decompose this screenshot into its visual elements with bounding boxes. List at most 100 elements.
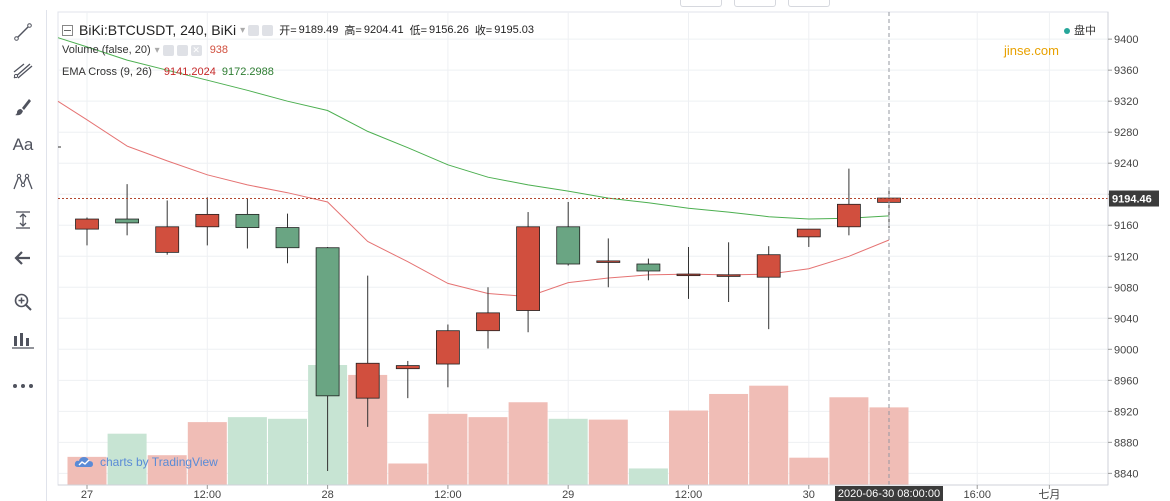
volume-legend: Volume (false, 20) ▾ ✕ 938 [62, 44, 228, 56]
bar-chart-tool[interactable] [0, 322, 46, 358]
candle-body [275, 227, 300, 249]
candle-body [315, 247, 340, 397]
time-tick-label: 12:00 [434, 489, 462, 501]
tradingview-logo[interactable]: charts by TradingView [74, 455, 218, 469]
open-value: 9189.49 [298, 24, 339, 36]
more-tool[interactable] [0, 368, 46, 404]
settings-icon[interactable] [262, 24, 274, 36]
volume-bar [508, 402, 548, 485]
pitchfork-icon [12, 60, 34, 80]
eye-icon[interactable] [162, 44, 174, 56]
bar-chart-icon [11, 330, 35, 350]
ema-fast-value: 9141.2024 [163, 66, 216, 78]
candle-body [636, 263, 661, 272]
volume-bar [147, 455, 187, 485]
main-legend: BiKi:BTCUSDT, 240, BiKi ▾ 开= 9189.49 高= … [62, 22, 534, 38]
candle-body [235, 213, 260, 228]
price-tick-label: 9240 [1114, 158, 1138, 170]
brush-icon [13, 97, 33, 117]
measure-tool[interactable] [0, 202, 46, 238]
candle-body [556, 226, 581, 265]
volume-bar [388, 463, 428, 485]
price-tick-label: 9320 [1114, 96, 1138, 108]
symbol-label[interactable]: BiKi:BTCUSDT, 240, BiKi [79, 22, 237, 38]
ema-legend: EMA Cross (9, 26) 9141.2024 9172.2988 [62, 66, 274, 78]
pattern-tool[interactable] [0, 164, 46, 200]
candle-body [756, 254, 781, 278]
collapse-icon[interactable] [62, 24, 73, 36]
ema-slow-value: 9172.2988 [221, 66, 274, 78]
measure-icon [13, 210, 33, 230]
top-button[interactable] [734, 0, 776, 7]
volume-bar [428, 413, 468, 485]
price-tick-label: 9400 [1114, 34, 1138, 46]
cloud-icon [74, 457, 93, 467]
price-tick-label: 8880 [1114, 437, 1138, 449]
pattern-icon [12, 172, 34, 192]
volume-bar [227, 417, 267, 485]
zoom-in-icon [13, 292, 33, 312]
candle-body [837, 203, 861, 228]
close-value: 9195.03 [494, 24, 535, 36]
price-tick-label: 9000 [1114, 344, 1138, 356]
time-tick-label: 16:00 [963, 489, 991, 501]
time-tick-label: 29 [562, 489, 574, 501]
top-strip [46, 0, 1170, 10]
volume-bar [187, 422, 227, 485]
volume-bar [468, 417, 508, 485]
top-button[interactable] [680, 0, 722, 7]
volume-bar [709, 393, 749, 485]
ema-fast-line [57, 100, 890, 298]
text-tool-tool[interactable]: Aa [0, 127, 46, 163]
price-tick-label: 9040 [1114, 313, 1138, 325]
back-arrow-tool[interactable] [0, 240, 46, 276]
price-tick-label: 9360 [1114, 65, 1138, 77]
ema-slow-line [57, 37, 890, 220]
status-dot-icon [1064, 28, 1070, 34]
volume-bar [588, 419, 628, 485]
market-status-text: 盘中 [1074, 25, 1096, 37]
eye-icon[interactable] [248, 24, 260, 36]
volume-bar [829, 397, 869, 485]
price-tick-label: 8840 [1114, 468, 1138, 480]
price-tick-label: 9160 [1114, 220, 1138, 232]
top-button[interactable] [788, 0, 830, 7]
high-value: 9204.41 [363, 24, 404, 36]
time-tick-label: 28 [321, 489, 333, 501]
candle-body [676, 273, 701, 277]
candle-body [75, 218, 99, 230]
zoom-in-tool[interactable] [0, 284, 46, 320]
settings-icon[interactable] [176, 44, 188, 56]
price-tick-label: 9080 [1114, 282, 1138, 294]
candle-body [716, 274, 741, 277]
volume-bar [548, 418, 588, 485]
candle-body [596, 260, 621, 263]
chevron-down-icon[interactable]: ▾ [154, 44, 160, 56]
volume-bar [107, 433, 147, 485]
price-tick-label: 9280 [1114, 127, 1138, 139]
market-status: 盘中 [1064, 22, 1096, 38]
crosshair-time-bg [835, 486, 943, 501]
low-label: 低= [409, 25, 428, 37]
close-icon[interactable]: ✕ [190, 44, 202, 56]
watermark: jinse.com [1004, 43, 1059, 58]
price-tick-label: 9120 [1114, 251, 1138, 263]
time-tick-label: 30 [803, 489, 815, 501]
more-icon [11, 382, 35, 390]
candle-body [115, 218, 139, 224]
volume-label[interactable]: Volume (false, 20) [62, 44, 151, 56]
high-label: 高= [344, 25, 362, 37]
pitchfork-tool[interactable] [0, 52, 46, 88]
ema-label[interactable]: EMA Cross (9, 26) [62, 66, 152, 78]
trend-line-tool[interactable] [0, 14, 46, 50]
tradingview-logo-text: charts by TradingView [100, 455, 218, 469]
close-label: 收= [474, 25, 493, 37]
brush-tool[interactable] [0, 89, 46, 125]
candle-body [435, 330, 460, 365]
candle-body [796, 228, 821, 238]
drawing-toolbar: Aa [0, 0, 47, 501]
volume-value: 938 [209, 44, 229, 56]
time-tick-label: 27 [81, 489, 93, 501]
chevron-down-icon[interactable]: ▾ [240, 24, 246, 36]
